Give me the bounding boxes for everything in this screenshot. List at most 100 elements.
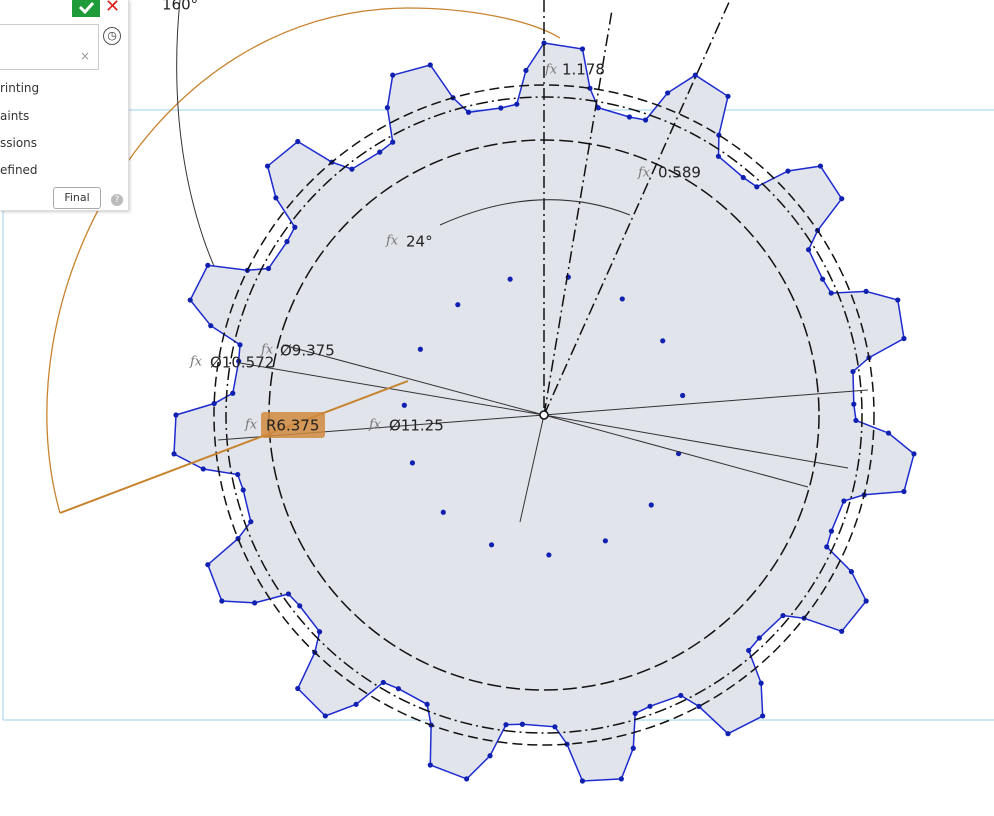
vertex xyxy=(863,598,869,604)
vertex xyxy=(780,612,786,619)
hole-point xyxy=(680,392,686,399)
vertex xyxy=(292,224,298,230)
vertex xyxy=(740,174,746,181)
vertex xyxy=(850,368,856,375)
option[interactable]: efined xyxy=(0,163,38,177)
vertex xyxy=(885,430,892,436)
history-icon[interactable]: ◷ xyxy=(103,27,121,45)
vertex xyxy=(395,686,402,692)
vertex xyxy=(316,629,323,635)
vertex xyxy=(424,701,430,707)
centerlines xyxy=(543,0,731,416)
vertex xyxy=(187,297,193,303)
dim-label: Ø11.25 xyxy=(389,417,444,435)
vertex xyxy=(252,600,258,606)
option[interactable]: ssions xyxy=(0,136,38,150)
vertex xyxy=(579,46,586,52)
vertex xyxy=(756,635,762,641)
vertex xyxy=(514,101,520,107)
angle-arc xyxy=(46,7,561,514)
vertex xyxy=(237,342,243,348)
vertex xyxy=(911,451,917,457)
vertex xyxy=(295,685,301,692)
hole-point xyxy=(417,346,423,352)
vertex xyxy=(820,276,826,282)
vertex xyxy=(465,109,472,115)
vertex xyxy=(665,90,671,96)
vertex xyxy=(647,703,653,709)
selection-box[interactable]: × xyxy=(0,24,99,70)
vertex xyxy=(264,163,271,169)
vertex xyxy=(824,544,830,550)
construction-circle xyxy=(213,84,875,746)
vertex xyxy=(427,62,433,68)
vertex xyxy=(828,290,834,296)
vertex xyxy=(541,40,547,46)
highlight xyxy=(261,412,325,438)
hole-point xyxy=(619,296,625,302)
vertex xyxy=(760,713,766,719)
option[interactable]: rinting xyxy=(0,81,40,95)
vertex xyxy=(503,722,509,728)
vertex xyxy=(579,778,586,784)
dim-label: 0.589 xyxy=(658,164,701,182)
vertex xyxy=(725,731,731,737)
vertex xyxy=(285,591,292,597)
vertex xyxy=(626,114,633,120)
center-point xyxy=(539,410,549,420)
option[interactable]: aints xyxy=(0,109,30,123)
vertex xyxy=(173,412,179,418)
hole-point xyxy=(660,338,666,344)
dim-label: Ø9.375 xyxy=(280,342,335,360)
vertex xyxy=(390,72,396,78)
hole-point xyxy=(648,502,654,508)
vertex xyxy=(236,358,242,364)
vertex xyxy=(715,153,722,159)
hole-point xyxy=(507,276,513,282)
cancel-button[interactable]: ✕ xyxy=(105,0,121,17)
vertex xyxy=(754,184,760,190)
vertex xyxy=(349,166,355,172)
fx-icon: fx xyxy=(385,234,399,249)
vertex xyxy=(785,168,791,174)
dim-label: 24° xyxy=(406,233,433,251)
vertex xyxy=(284,239,290,245)
vertex xyxy=(265,265,272,272)
vertex xyxy=(297,603,303,609)
hole-point xyxy=(440,509,446,515)
fx-icon: fx xyxy=(189,355,203,370)
dim-label: 160° xyxy=(162,0,198,14)
fx-icon: fx xyxy=(637,166,651,181)
vertex xyxy=(839,196,845,202)
help-icon[interactable]: ? xyxy=(111,194,123,206)
vertex xyxy=(353,701,359,707)
angle-dim xyxy=(439,199,631,226)
vertex xyxy=(642,117,649,123)
final-button[interactable]: Final xyxy=(53,187,101,209)
vertex xyxy=(380,679,386,686)
vertex xyxy=(817,163,824,169)
vertex xyxy=(487,753,493,759)
vertex xyxy=(848,569,854,575)
radius-arrow xyxy=(59,380,409,514)
vertex xyxy=(630,745,636,751)
dimension-lines xyxy=(217,344,869,523)
vertex xyxy=(171,451,177,457)
vertex xyxy=(841,498,847,504)
vertex xyxy=(632,710,638,716)
vertex xyxy=(696,703,702,709)
vertex xyxy=(523,67,529,74)
vertex xyxy=(427,762,433,768)
vertex xyxy=(273,195,279,201)
vertex xyxy=(322,713,328,719)
vertex xyxy=(587,85,593,91)
feature-panel: ✕ × ◷ rinting aints ssions efined Final … xyxy=(0,0,129,211)
vertex xyxy=(230,390,236,396)
vertex xyxy=(901,488,907,495)
vertex xyxy=(390,139,396,145)
vertex xyxy=(678,692,684,699)
vertex xyxy=(200,466,206,472)
vertex xyxy=(248,519,254,525)
accept-button[interactable] xyxy=(72,0,100,17)
